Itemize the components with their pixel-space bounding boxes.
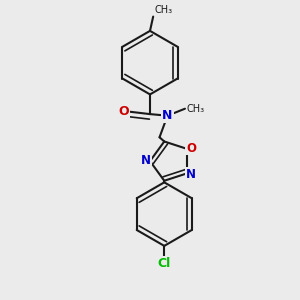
Text: CH₃: CH₃ [187, 104, 205, 114]
Text: O: O [186, 142, 196, 154]
Text: N: N [185, 168, 196, 181]
Text: Cl: Cl [158, 257, 171, 270]
Text: N: N [162, 109, 173, 122]
Text: N: N [141, 154, 151, 167]
Text: O: O [118, 105, 129, 118]
Text: CH₃: CH₃ [155, 5, 173, 15]
